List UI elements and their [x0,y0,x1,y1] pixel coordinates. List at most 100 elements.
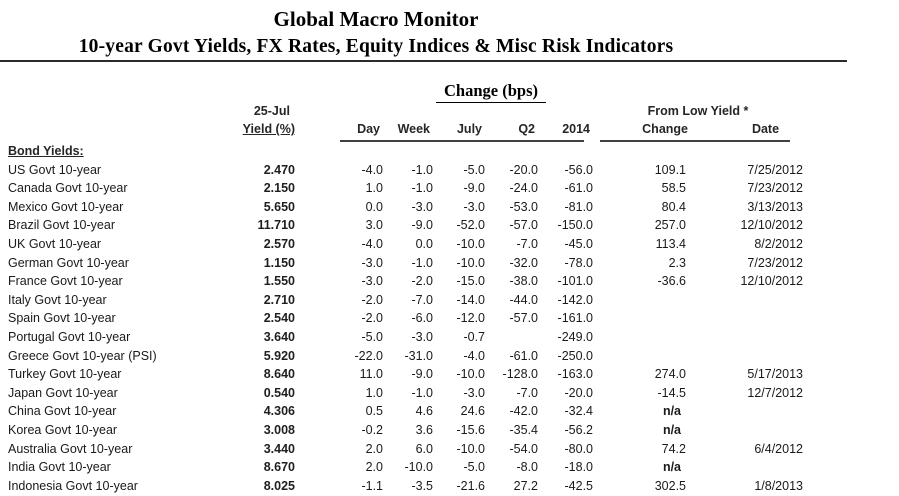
table-row: German Govt 10-year 1.150 -3.0 -1.0 -10.… [0,254,803,273]
header-row-1: 25-Jul From Low Yield * [0,102,803,120]
cell-day: -4.0 [361,236,383,251]
cell-yield: 3.640 [263,329,295,344]
cell-yield: 11.710 [257,218,295,233]
cell-q2: -7.0 [516,385,538,400]
header-spacer [383,102,433,120]
cell-q2: -7.0 [516,236,538,251]
cell-day: 0.0 [365,199,383,214]
cell-2014: -80.0 [564,441,594,456]
cell-2014: -163.0 [557,367,593,382]
cell-yield: 4.306 [263,404,295,419]
cell-change-from-low: 2.3 [668,255,686,270]
cell-week: -9.0 [411,218,433,233]
cell-week: -10.0 [404,460,434,475]
cell-week: 3.6 [415,422,433,437]
cell-july: -10.0 [456,236,486,251]
cell-q2: -61.0 [509,348,539,363]
header-row-2: Yield (%) Day Week July Q2 2014 Change D… [0,120,803,139]
cell-week: -3.0 [411,199,433,214]
cell-yield: 8.640 [263,367,295,382]
cell-day: -3.0 [361,274,383,289]
change-bps-group-header: Change (bps) [436,81,546,103]
cell-country: Spain Govt 10-year [8,311,116,326]
page-subtitle: 10-year Govt Yields, FX Rates, Equity In… [78,36,674,57]
cell-week: 6.0 [415,441,433,456]
cell-date-of-low [688,291,803,310]
cell-country: Turkey Govt 10-year [8,367,122,382]
cell-q2: -57.0 [509,311,539,326]
cell-july: -10.0 [456,255,486,270]
cell-country: Korea Govt 10-year [8,422,118,437]
cell-2014: -18.0 [564,460,594,475]
col-header-25jul: 25-Jul [253,104,290,118]
table-row: Turkey Govt 10-year 8.640 11.0 -9.0 -10.… [0,365,803,384]
cell-yield: 2.470 [263,162,295,177]
cell-date-of-low: 12/7/2012 [747,385,803,400]
cell-july: -9.0 [463,181,485,196]
cell-country: Italy Govt 10-year [8,292,107,307]
cell-q2: -20.0 [509,162,539,177]
cell-week: -1.0 [411,385,433,400]
cell-july: -15.0 [456,274,486,289]
cell-date-of-low: 7/25/2012 [747,162,803,177]
col-header-yield: Yield (%) [242,122,295,136]
header-rule-change-group [340,140,584,142]
cell-yield: 3.440 [263,441,295,456]
cell-country: Mexico Govt 10-year [8,199,124,214]
cell-july: -10.0 [456,367,486,382]
cell-week: -31.0 [404,348,434,363]
header-spacer [538,102,593,120]
cell-q2: -53.0 [509,199,539,214]
cell-country: Indonesia Govt 10-year [8,478,138,493]
cell-week: -6.0 [411,311,433,326]
cell-2014: -56.0 [564,162,594,177]
cell-q2: -57.0 [509,218,539,233]
cell-2014: -161.0 [557,311,593,326]
cell-date-of-low [688,421,803,440]
cell-change-from-low [593,347,688,366]
cell-day: -2.0 [361,292,383,307]
cell-day: 3.0 [365,218,383,233]
cell-2014: -101.0 [557,274,593,289]
cell-date-of-low: 5/17/2013 [747,367,803,382]
cell-day: 2.0 [365,441,383,456]
cell-yield: 3.008 [263,422,295,437]
cell-day: 0.5 [365,404,383,419]
cell-country: UK Govt 10-year [8,236,102,251]
cell-week: -1.0 [411,255,433,270]
table-row: Portugal Govt 10-year 3.640 -5.0 -3.0 -0… [0,328,803,347]
cell-country: German Govt 10-year [8,255,129,270]
cell-q2: -42.0 [509,404,539,419]
cell-yield: 2.710 [263,292,295,307]
table-row: Spain Govt 10-year 2.540 -2.0 -6.0 -12.0… [0,309,803,328]
title-block: Global Macro Monitor 10-year Govt Yields… [0,3,752,59]
cell-change-from-low: 109.1 [654,162,686,177]
cell-date-of-low: 3/13/2013 [747,199,803,214]
cell-yield: 2.570 [263,236,295,251]
cell-week: -3.0 [411,329,433,344]
cell-yield: 5.920 [263,348,295,363]
cell-change-from-low: -14.5 [657,385,687,400]
table-row: US Govt 10-year 2.470 -4.0 -1.0 -5.0 -20… [0,161,803,180]
cell-date-of-low [688,458,803,477]
cell-yield: 8.670 [263,460,295,475]
cell-july: -3.0 [463,385,485,400]
cell-q2 [485,328,538,347]
col-header-day: Day [357,122,380,136]
cell-2014: -142.0 [557,292,593,307]
cell-july: -21.6 [456,478,486,493]
table-row: Indonesia Govt 10-year 8.025 -1.1 -3.5 -… [0,477,803,496]
cell-change-from-low: 80.4 [661,199,686,214]
cell-country: France Govt 10-year [8,274,123,289]
cell-q2: -35.4 [509,422,539,437]
cell-change-from-low: 257.0 [654,218,686,233]
cell-country: China Govt 10-year [8,404,117,419]
header-spacer [0,102,232,120]
table-row: France Govt 10-year 1.550 -3.0 -2.0 -15.… [0,272,803,291]
cell-yield: 5.650 [263,199,295,214]
cell-date-of-low [688,347,803,366]
cell-change-from-low: 113.4 [655,236,686,251]
header-spacer [433,102,485,120]
table-row: Mexico Govt 10-year 5.650 0.0 -3.0 -3.0 … [0,198,803,217]
cell-2014: -150.0 [557,218,593,233]
